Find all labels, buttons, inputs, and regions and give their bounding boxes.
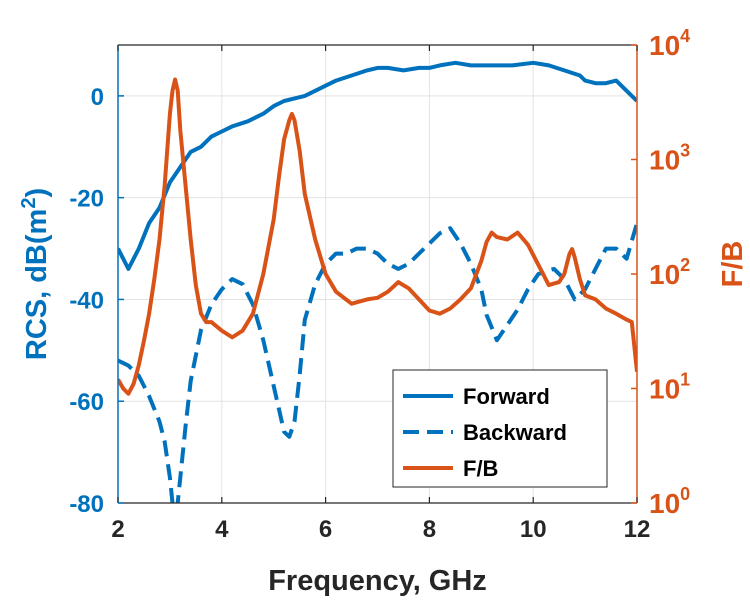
x-tick-label: 2 bbox=[111, 516, 124, 543]
left-y-axis-label-sup: 2 bbox=[18, 198, 40, 209]
series-line-f-b bbox=[118, 77, 637, 396]
left-y-tick-label: -20 bbox=[69, 186, 104, 213]
x-axis-label: Frequency, GHz bbox=[268, 565, 487, 597]
right-y-tick-label: 100 bbox=[649, 484, 690, 519]
x-tick-label: 6 bbox=[319, 516, 332, 543]
series-layer bbox=[118, 60, 637, 503]
right-y-tick-label: 104 bbox=[649, 26, 690, 61]
right-y-tick-label: 103 bbox=[649, 141, 690, 176]
x-tick-label: 8 bbox=[423, 516, 436, 543]
x-tick-label: 4 bbox=[215, 516, 229, 543]
left-y-axis-label-main: RCS, dB(m bbox=[21, 209, 53, 360]
tick-labels: 2 4 6 8 10 12 0 -20 -40 -60 -80 100 101 102 103 104 bbox=[69, 26, 690, 543]
left-y-tick-label: 0 bbox=[91, 84, 104, 111]
left-y-tick-label: -40 bbox=[69, 287, 104, 314]
right-y-tick-label: 102 bbox=[649, 255, 690, 290]
legend-label: F/B bbox=[463, 456, 498, 481]
right-y-axis-label: F/B bbox=[717, 241, 749, 288]
legend: Forward Backward F/B bbox=[392, 369, 608, 488]
legend-label: Forward bbox=[463, 384, 550, 409]
right-y-tick-label: 101 bbox=[649, 370, 690, 405]
left-y-tick-label: -60 bbox=[69, 389, 104, 416]
series-line-backward bbox=[118, 222, 637, 503]
left-y-axis-label: RCS, dB(m2) bbox=[18, 188, 53, 360]
x-tick-label: 10 bbox=[520, 516, 547, 543]
x-tick-label: 12 bbox=[624, 516, 651, 543]
legend-label: Backward bbox=[463, 420, 567, 445]
left-y-tick-label: -80 bbox=[69, 491, 104, 518]
left-y-axis-label-close: ) bbox=[21, 188, 53, 198]
